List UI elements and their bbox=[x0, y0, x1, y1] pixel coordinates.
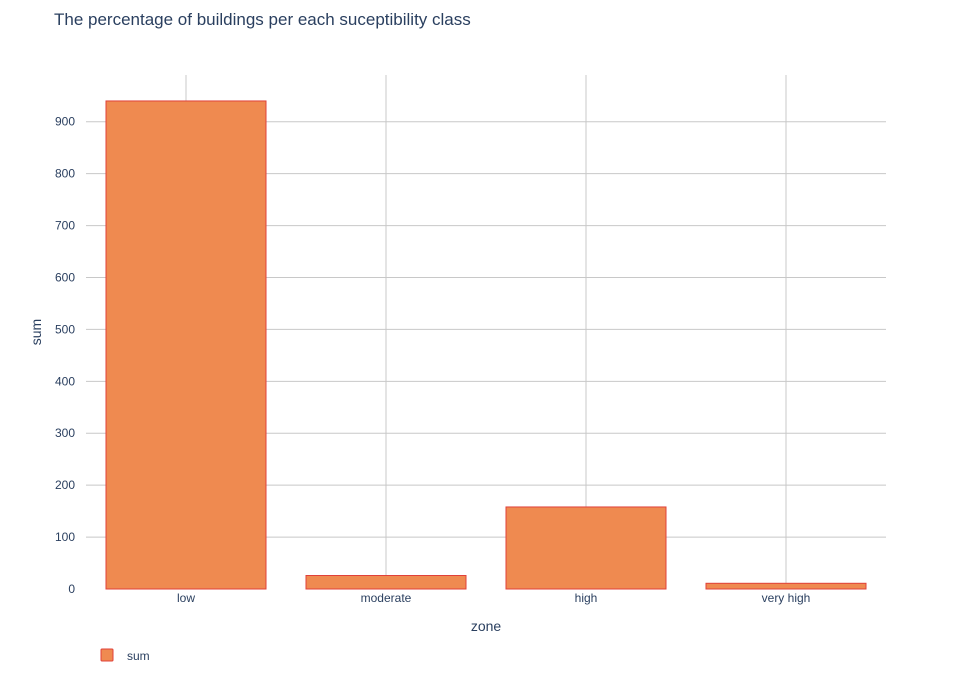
bars-layer bbox=[105, 100, 867, 590]
x-axis-title: zone bbox=[471, 618, 502, 634]
y-tick-label: 200 bbox=[55, 478, 75, 492]
bar-very-high bbox=[705, 582, 867, 590]
y-tick-label: 0 bbox=[68, 582, 75, 596]
y-tick-label: 600 bbox=[55, 270, 75, 284]
y-tick-label: 700 bbox=[55, 219, 75, 233]
bar-low bbox=[105, 100, 267, 590]
x-tick-label: low bbox=[177, 591, 195, 605]
y-axis-title: sum bbox=[28, 319, 44, 345]
legend[interactable]: sum bbox=[100, 648, 150, 663]
y-tick-label: 400 bbox=[55, 374, 75, 388]
y-axis-ticks: 0 100 200 300 400 500 600 700 800 900 bbox=[55, 115, 75, 596]
chart-title: The percentage of buildings per each suc… bbox=[54, 10, 471, 29]
bar-high bbox=[505, 506, 667, 590]
y-tick-label: 800 bbox=[55, 167, 75, 181]
y-tick-label: 900 bbox=[55, 115, 75, 129]
legend-label[interactable]: sum bbox=[127, 649, 150, 663]
x-tick-label: high bbox=[575, 591, 598, 605]
x-axis-ticks: low moderate high very high bbox=[177, 591, 810, 605]
x-tick-label: very high bbox=[762, 591, 811, 605]
x-tick-label: moderate bbox=[361, 591, 412, 605]
legend-swatch[interactable] bbox=[100, 648, 114, 662]
bar-moderate bbox=[305, 575, 467, 590]
y-tick-label: 500 bbox=[55, 322, 75, 336]
y-tick-label: 300 bbox=[55, 426, 75, 440]
y-tick-label: 100 bbox=[55, 530, 75, 544]
